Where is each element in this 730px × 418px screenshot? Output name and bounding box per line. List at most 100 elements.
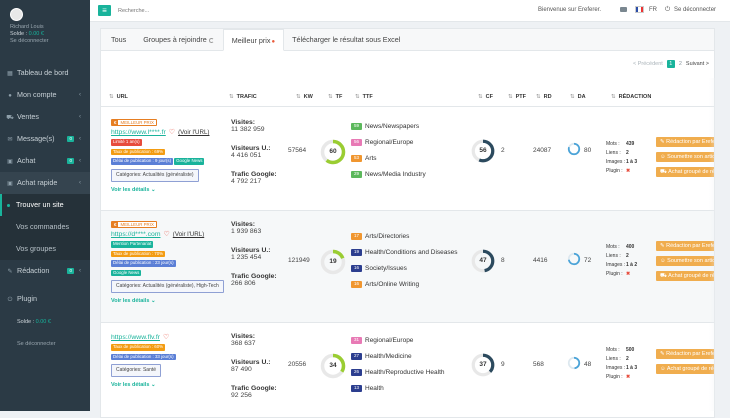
column-header-ttf[interactable]: ⇅ TTF [355,94,373,100]
ttf-label: Society/Issues [365,265,407,272]
search-input[interactable] [118,6,208,16]
button-icon: ✎ [660,351,667,357]
avatar[interactable] [10,8,23,21]
tab-tous[interactable]: Tous [103,29,135,50]
column-header-label: KW [303,94,313,100]
menu-toggle-button[interactable]: ≡ [98,5,111,16]
tab-groupes-rejoindre[interactable]: Groupes à rejoindre [135,29,223,50]
chevron-left-icon: ‹ [79,268,81,274]
redaction-button[interactable]: ⛟ Achat groupé de rédaction [656,167,714,177]
current-page[interactable]: 1 [666,60,675,68]
redaction-value: 400 [626,244,635,250]
sort-icon[interactable]: ⇅ [296,94,301,100]
flag-fr-icon[interactable] [635,6,644,13]
details-link[interactable]: Voir les détails ⌄ [111,186,156,193]
sort-icon[interactable]: ⇅ [109,94,114,100]
mail-icon[interactable] [620,7,627,12]
redaction-value: 2 [626,253,629,259]
redaction-key: Plugin : [606,374,623,380]
traffic-label: Visites: [231,119,256,126]
sort-icon[interactable]: ⇅ [478,94,483,100]
sort-icon[interactable]: ⇅ [570,94,575,100]
tag-line: Taux de publication : 69% [111,148,229,158]
column-header-rd[interactable]: ⇅ RD [536,94,552,100]
user-block: Richard Louis Solde : 0.00 € Se déconnec… [0,0,90,62]
count-badge: 0 [67,158,74,164]
sort-icon[interactable]: ⇅ [328,94,333,100]
language-label[interactable]: FR [649,7,657,13]
column-header-cf[interactable]: ⇅ CF [478,94,493,100]
tf-value: 60 [329,148,337,155]
heart-icon[interactable]: ♡ [163,231,170,238]
sidebar-item-achat-rapide[interactable]: ▣ Achat rapide ‹ [0,172,90,194]
redaction-button[interactable]: ✎ Rédaction par Ereferer [656,349,714,359]
button-icon: ☺ [660,366,667,372]
logout-link[interactable]: Se déconnecter [674,7,717,13]
redaction-button[interactable]: ✎ Rédaction par Ereferer [656,137,714,147]
info-tag: Taux de publication : 70% [111,250,166,257]
details-link[interactable]: Voir les détails ⌄ [111,382,156,388]
column-header-url[interactable]: ⇅ URL [109,94,128,100]
sort-icon[interactable]: ⇅ [355,94,360,100]
subnav-item-trouver-un-site[interactable]: Trouver un site [0,194,90,216]
redaction-button[interactable]: ☺ Soumettre son article [656,152,714,162]
tf-gauge: 19 [319,248,347,276]
redaction-value: ✖ [626,271,631,277]
plugin-logout-link[interactable]: Se déconnecter [17,341,56,347]
redaction-button[interactable]: ⛟ Achat groupé de rédaction [656,271,714,281]
sidebar-item-mon-compte[interactable]: ● Mon compte ‹ [0,84,90,106]
view-url-link[interactable]: (Voir l'URL) [178,129,210,136]
tab-t-l-charger-le-r-sultat-sous-excel[interactable]: Télécharger le résultat sous Excel [284,29,409,50]
sort-icon[interactable]: ⇅ [536,94,541,100]
redaction-button[interactable]: ☺ Achat groupé de rédaction [656,364,714,374]
subnav-item-vos-commandes[interactable]: Vos commandes [0,216,90,238]
heart-icon[interactable]: ♡ [162,334,170,341]
redaction-info: Liens : 2 [606,253,629,259]
column-header-ptf[interactable]: ⇅ PTF [508,94,526,100]
column-header-kw[interactable]: ⇅ KW [296,94,313,100]
bag-icon: ▣ [7,159,13,165]
redaction-button[interactable]: ✎ Rédaction par Ereferer [656,241,714,251]
column-header-da[interactable]: ⇅ DA [570,94,586,100]
redaction-info: Mots : 500 [606,347,634,353]
sort-icon[interactable]: ⇅ [611,94,616,100]
column-header-label: RD [543,94,552,100]
next-page-link[interactable]: Suivant > [685,61,709,67]
chevron-left-icon: ‹ [79,92,81,98]
ttf-score: 26 [351,369,362,376]
site-url-link[interactable]: https://www.l****.fr [111,129,166,136]
cf-ring [471,353,495,377]
sidebar-item-ventes[interactable]: ⛟ Ventes ‹ [0,106,90,128]
ttf-label: Arts/Online Writing [365,281,420,288]
subnav-item-vos-groupes[interactable]: Vos groupes [0,238,90,260]
sidebar-item-achat[interactable]: ▣ Achat 0 ‹ [0,150,90,172]
da-value: 48 [584,361,592,368]
sidebar-item-message-s-[interactable]: ✉ Message(s) 0 ‹ [0,128,90,150]
traffic-label: Visiteurs U.: [231,359,271,366]
sidebar-item-r-daction[interactable]: ✎ Rédaction 0 ‹ [0,260,90,282]
da-gauge [567,142,581,156]
user-logout-link[interactable]: Se déconnecter [10,38,49,44]
site-url-link[interactable]: https://www.flv.fr [111,334,160,341]
column-header-trafic[interactable]: ⇅ TRAFIC [229,94,257,100]
tag-line: Limité 1 an(s) [111,138,229,148]
sidebar-item-plugin[interactable]: ⏻ Plugin Solde : 0.00 € Se déconnecter [0,282,90,347]
details-link[interactable]: Voir les détails ⌄ [111,298,156,304]
site-url-link[interactable]: https://d****.com [111,231,161,238]
sidebar-item-tableau-de-bord[interactable]: ▦ Tableau de bord [0,62,90,84]
column-header-rdaction[interactable]: ⇅ RÉDACTION [611,94,651,100]
sort-icon[interactable]: ⇅ [508,94,513,100]
heart-icon[interactable]: ♡ [168,129,176,136]
redaction-button[interactable]: ☺ Soumettre son article [656,256,714,266]
chevron-left-icon: ‹ [79,180,81,186]
previous-page-link[interactable]: < Précédent [632,61,663,67]
info-tag: Taux de publication : 60% [111,344,166,351]
balance-label: Solde : [10,31,28,37]
sort-icon[interactable]: ⇅ [229,94,234,100]
view-url-link[interactable]: (Voir l'URL) [172,231,205,238]
column-header-tf[interactable]: ⇅ TF [328,94,342,100]
euro-icon: € [112,222,119,228]
power-icon[interactable]: ⏻ [665,6,671,13]
tab-meilleur-prix[interactable]: Meilleur prix● [222,29,285,51]
page-2-link[interactable]: 2 [678,61,682,67]
